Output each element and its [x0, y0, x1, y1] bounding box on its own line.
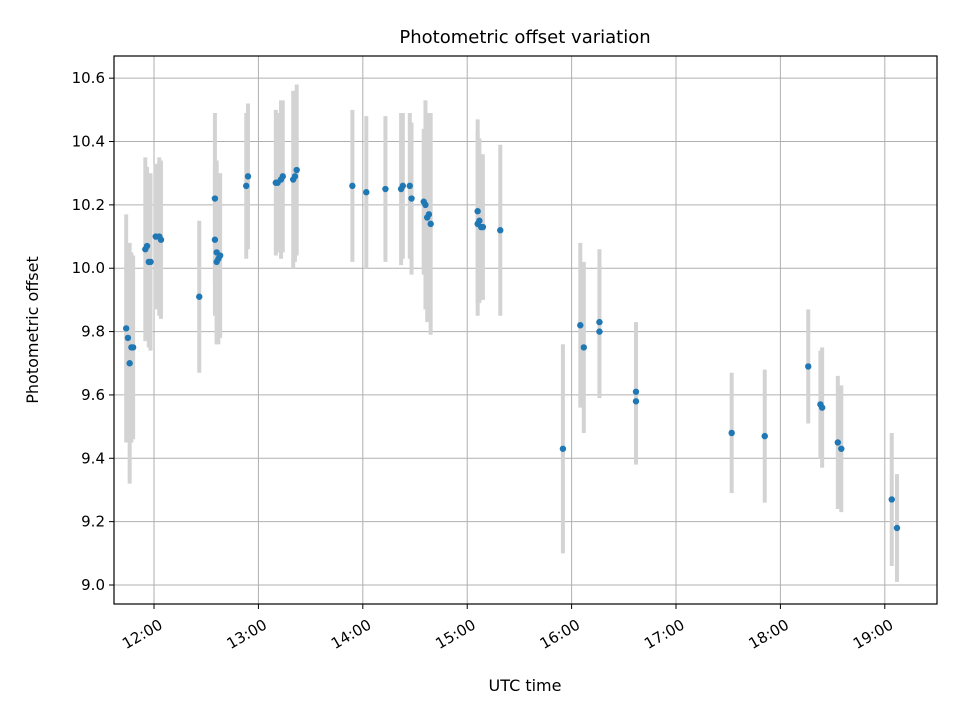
y-tick-label: 10.6: [72, 69, 105, 87]
plot-frame: [113, 55, 938, 605]
data-point: [196, 293, 203, 300]
data-point: [596, 318, 603, 326]
data-point: [143, 242, 151, 250]
data-point: [596, 328, 603, 335]
data-point: [399, 182, 407, 190]
y-axis: 9.0 9.2 9.4 9.6 9.8 10.0 10.2 10.4 10.6: [72, 69, 114, 594]
data-point: [577, 322, 584, 329]
data-point: [408, 195, 415, 202]
x-tick-label: 13:00: [224, 616, 270, 653]
x-axis: 12:00 13:00 14:00 15:00 16:00 17:00 18:00 19:00: [119, 604, 896, 653]
x-tick-label: 18:00: [746, 616, 792, 653]
y-tick-label: 9.4: [81, 449, 105, 467]
data-point: [761, 432, 768, 440]
y-tick-label: 9.0: [81, 576, 105, 594]
x-tick-label: 17:00: [641, 616, 687, 653]
data-point: [406, 182, 413, 190]
y-tick-label: 9.6: [81, 386, 105, 404]
data-point: [124, 334, 132, 342]
data-point: [382, 185, 389, 193]
data-point: [888, 496, 895, 503]
error-bars: [124, 84, 899, 582]
data-point: [580, 344, 587, 351]
data-point: [728, 429, 735, 437]
data-point: [349, 182, 356, 190]
data-point: [559, 445, 567, 452]
chart-title: Photometric offset variation: [399, 27, 650, 48]
y-tick-label: 10.4: [72, 133, 105, 151]
data-point: [147, 258, 154, 266]
y-axis-label: Photometric offset: [23, 256, 42, 404]
x-tick-label: 19:00: [850, 616, 896, 653]
grid: [114, 56, 937, 604]
data-point: [126, 360, 133, 367]
data-point: [632, 398, 640, 405]
data-point: [893, 524, 901, 532]
x-tick-label: 15:00: [432, 616, 478, 653]
data-point: [216, 252, 224, 259]
x-tick-label: 16:00: [537, 616, 583, 653]
data-point: [279, 173, 286, 180]
data-point: [497, 227, 504, 234]
data-point: [157, 236, 165, 243]
data-point: [363, 189, 370, 196]
data-point: [211, 195, 219, 202]
y-tick-label: 9.8: [81, 323, 105, 341]
data-point: [122, 325, 130, 332]
data-point: [425, 211, 433, 218]
data-point: [479, 223, 487, 231]
data-point: [632, 388, 640, 395]
data-point: [291, 173, 299, 180]
y-tick-label: 9.2: [81, 513, 105, 531]
data-point: [129, 344, 137, 351]
x-tick-label: 12:00: [119, 616, 165, 653]
data-point: [476, 217, 483, 224]
data-point: [244, 173, 252, 180]
data-point: [422, 201, 429, 209]
data-point: [427, 220, 434, 228]
data-point: [838, 445, 845, 452]
data-point: [805, 363, 812, 370]
data-point: [211, 236, 219, 243]
data-point: [474, 208, 481, 215]
data-point: [834, 439, 842, 446]
y-tick-label: 10.2: [72, 196, 105, 214]
y-tick-label: 10.0: [72, 259, 105, 277]
x-axis-label: UTC time: [489, 676, 562, 695]
data-point: [818, 404, 826, 411]
data-point: [243, 182, 250, 190]
data-points: [122, 166, 901, 532]
x-tick-label: 14:00: [328, 616, 374, 653]
data-point: [293, 166, 300, 174]
